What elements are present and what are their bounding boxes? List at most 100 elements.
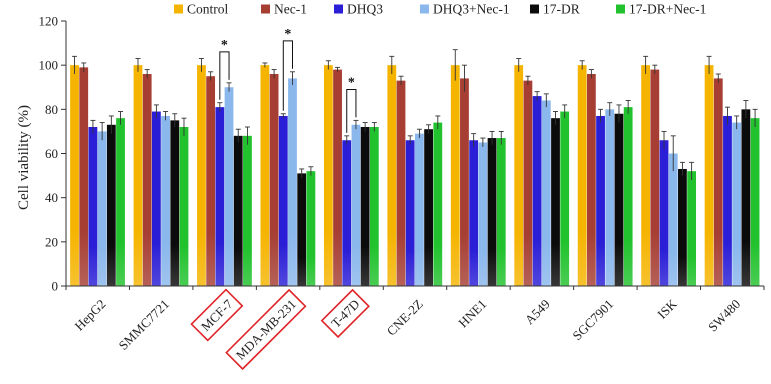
significance-label: * [221, 38, 228, 53]
bar [151, 111, 161, 287]
category-label: SW480 [705, 296, 743, 334]
bar [161, 115, 170, 286]
category-label-group: SGC7901 [569, 296, 616, 343]
category-label: MCF-7 [198, 296, 236, 334]
bar [116, 118, 125, 287]
bar [142, 74, 152, 286]
highlight-box [225, 288, 307, 371]
bar [333, 69, 342, 286]
bar [215, 107, 225, 286]
bar [750, 118, 760, 287]
bar [678, 168, 687, 286]
bar [243, 135, 252, 286]
bar [233, 135, 243, 286]
significance-label: * [348, 75, 355, 90]
category-label: SGC7901 [569, 296, 616, 343]
bar [415, 133, 424, 286]
bar [269, 74, 279, 286]
bar [532, 96, 542, 286]
bar [605, 109, 615, 286]
bar [396, 80, 406, 286]
y-tick-label: 20 [45, 234, 58, 249]
bar [433, 122, 443, 286]
bar [668, 153, 678, 286]
bar [351, 124, 361, 287]
bar [297, 173, 307, 286]
legend: Control Nec-1 DHQ3 DHQ3+Nec-1 17-DR 17-DR+Nec… [174, 2, 706, 17]
category-label-group: HepG2 [71, 296, 108, 333]
y-tick-label: 40 [45, 190, 58, 205]
y-tick-label: 80 [45, 102, 58, 117]
bar [278, 115, 288, 286]
bar [478, 142, 488, 286]
bar [106, 124, 116, 287]
y-tick-label: 100 [39, 58, 59, 73]
bar [424, 129, 433, 286]
bar [623, 107, 633, 286]
category-label-group: A549 [522, 296, 553, 327]
bar [323, 65, 333, 287]
y-tick-label: 0 [52, 279, 59, 294]
bar [206, 76, 216, 286]
y-axis: 0 20 40 60 80 100 120 [39, 14, 67, 294]
legend-swatch [420, 4, 429, 14]
legend-label: 17-DR [543, 2, 580, 17]
bar [387, 65, 397, 287]
legend-label: Nec-1 [274, 2, 307, 17]
significance-label: * [284, 27, 291, 42]
bars [70, 65, 760, 287]
bar [551, 118, 560, 287]
bar [541, 100, 551, 286]
bar [170, 120, 180, 286]
legend-swatch [616, 4, 625, 14]
bar [614, 113, 624, 286]
category-label: ISK [654, 296, 680, 322]
legend-label: 17-DR+Nec-1 [629, 2, 706, 17]
bar [460, 78, 469, 287]
category-label-group: T-47D [320, 288, 370, 339]
category-label-group: SMMC7721 [115, 296, 172, 353]
bar [197, 65, 206, 287]
legend-swatch [174, 4, 183, 14]
bar [586, 74, 596, 286]
y-tick-label: 120 [39, 14, 59, 29]
bar [732, 122, 742, 286]
category-label-group: SW480 [705, 296, 743, 334]
bar [659, 140, 669, 286]
bar [369, 127, 379, 286]
bar [70, 65, 79, 287]
y-axis-title: Cell viability (%) [16, 105, 32, 210]
bar [405, 140, 415, 286]
bar [133, 65, 143, 287]
significance-markers: * * * [219, 27, 357, 133]
category-label: HNE1 [455, 296, 489, 330]
legend-swatch [334, 4, 343, 14]
bar [360, 127, 370, 286]
bar [741, 109, 751, 286]
bar [88, 127, 98, 286]
bar [723, 115, 732, 286]
bar [704, 65, 714, 287]
bar [641, 65, 651, 287]
category-label-group: MCF-7 [190, 288, 244, 342]
highlight-box [320, 288, 370, 339]
bar [650, 69, 660, 286]
category-label-group: CNE-2Z [384, 296, 426, 338]
bar [306, 171, 316, 286]
bar [224, 87, 234, 286]
category-label-group: HNE1 [455, 296, 489, 330]
bar [288, 78, 297, 287]
category-label-group: ISK [654, 296, 680, 322]
bar [560, 111, 570, 287]
bar [596, 115, 605, 286]
bar [514, 65, 524, 287]
category-label: A549 [522, 296, 553, 327]
legend-label: Control [187, 2, 229, 17]
legend-label: DHQ3+Nec-1 [433, 2, 510, 17]
significance-bracket [219, 51, 230, 100]
category-label: T-47D [328, 296, 362, 330]
bar [487, 138, 497, 286]
highlight-box [190, 288, 244, 342]
significance-bracket [346, 88, 357, 133]
